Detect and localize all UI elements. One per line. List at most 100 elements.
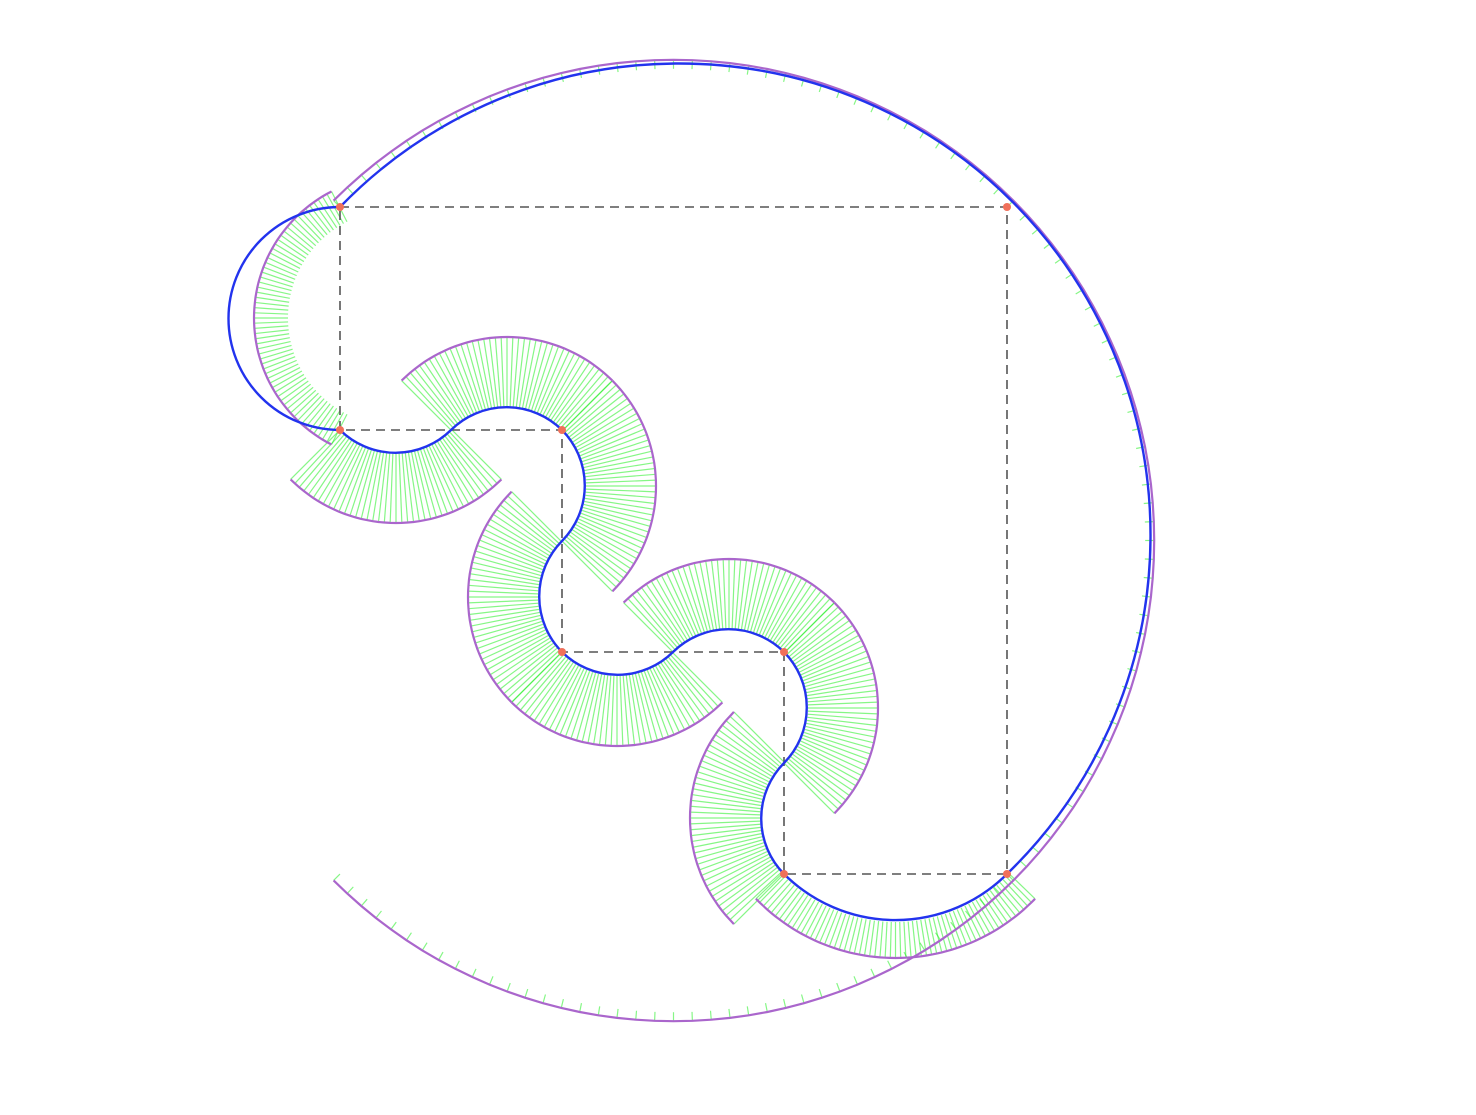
comb-tooth [786, 761, 839, 810]
comb-envelope-segment [833, 601, 880, 815]
comb-tooth [800, 740, 865, 771]
comb-tooth [298, 433, 346, 488]
comb-tooth [665, 658, 710, 715]
comb-tooth [828, 912, 843, 947]
comb-tooth [643, 670, 670, 737]
comb-tooth [725, 869, 780, 916]
comb-tooth [694, 836, 763, 854]
comb-tooth [769, 580, 808, 641]
comb-tooth [438, 352, 472, 416]
comb-tooth [699, 561, 715, 631]
comb-tooth [477, 544, 544, 571]
comb-tooth [313, 201, 334, 231]
comb-tooth [637, 672, 659, 741]
comb-tooth [774, 887, 798, 917]
comb-tooth [254, 329, 289, 335]
spline-curve [227, 62, 1152, 922]
comb-tooth [425, 446, 454, 512]
comb-tooth [317, 198, 338, 229]
comb-tooth [503, 499, 558, 547]
comb-tooth [483, 528, 547, 562]
comb-tooth [405, 376, 454, 429]
comb-tooth [454, 960, 460, 970]
comb-tooth [449, 348, 478, 414]
vertex-marker [336, 203, 344, 211]
comb-tooth [666, 572, 697, 637]
comb-tooth [807, 713, 878, 721]
comb-tooth [737, 559, 748, 630]
comb-tooth [321, 196, 341, 226]
comb-tooth [481, 534, 546, 565]
comb-tooth [496, 508, 554, 552]
comb-tooth [579, 428, 645, 457]
comb-tooth [928, 918, 938, 954]
comb-tooth [794, 751, 854, 792]
comb-tooth [419, 448, 443, 516]
comb-tooth [889, 921, 892, 958]
comb-tooth [1005, 876, 1032, 903]
comb-tooth [655, 577, 691, 640]
comb-tooth [598, 675, 609, 746]
comb-tooth [805, 903, 823, 937]
comb-segment [468, 491, 562, 703]
comb-tooth [662, 660, 706, 718]
comb-tooth [441, 437, 485, 495]
comb-tooth [887, 960, 893, 970]
comb-tooth [479, 539, 545, 568]
comb-tooth [438, 951, 444, 961]
comb-tooth [360, 450, 379, 520]
comb-tooth [360, 898, 368, 907]
comb-envelope-segment [611, 379, 658, 593]
comb-tooth [552, 365, 596, 423]
comb-tooth [915, 920, 922, 957]
comb-tooth [848, 917, 859, 953]
comb-tooth [766, 882, 792, 910]
comb-tooth [267, 256, 299, 273]
comb-tooth [547, 358, 586, 419]
comb-tooth [322, 442, 358, 505]
comb-tooth [694, 782, 763, 800]
comb-tooth [449, 431, 498, 484]
comb-tooth [548, 667, 582, 731]
comb-tooth [956, 909, 972, 943]
comb-tooth [468, 584, 539, 592]
comb-tooth [254, 307, 289, 311]
comb-tooth [874, 921, 880, 957]
comb-tooth [259, 276, 293, 288]
comb-tooth [619, 675, 624, 746]
comb-tooth [575, 524, 638, 560]
comb-tooth [722, 559, 727, 630]
comb-tooth [728, 63, 731, 73]
comb-envelope-segment [622, 557, 836, 604]
comb-tooth [971, 901, 991, 934]
comb-tooth [790, 615, 847, 660]
comb-tooth [468, 599, 539, 604]
comb-tooth [575, 412, 638, 448]
comb-tooth [578, 423, 643, 454]
comb-tooth [439, 439, 480, 499]
comb-tooth [451, 429, 502, 480]
comb-tooth [483, 632, 547, 666]
comb-tooth [349, 448, 373, 516]
comb-tooth [377, 452, 388, 523]
comb-tooth [581, 673, 600, 743]
comb-tooth [975, 899, 995, 932]
comb-tooth [805, 672, 875, 691]
comb-tooth [256, 337, 290, 345]
comb-tooth [734, 559, 742, 630]
comb-tooth [570, 671, 594, 739]
comb-tooth [305, 208, 328, 236]
comb-tooth [631, 674, 647, 744]
comb-tooth [774, 587, 818, 645]
comb-tooth [574, 407, 635, 446]
comb-tooth [593, 674, 606, 745]
comb-tooth [767, 577, 803, 640]
comb-tooth [256, 291, 290, 299]
comb-tooth [271, 247, 303, 266]
comb-tooth [479, 626, 545, 655]
comb-tooth [695, 839, 764, 860]
comb-tooth [622, 675, 630, 746]
comb-envelope-segment [510, 701, 724, 748]
comb-tooth [372, 451, 385, 522]
comb-tooth [471, 614, 541, 633]
